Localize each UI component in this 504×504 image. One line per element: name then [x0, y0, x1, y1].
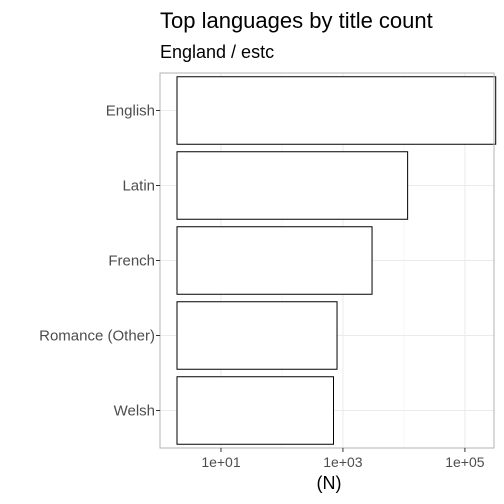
- y-tick-label: English: [106, 103, 155, 120]
- x-tick-label: 1e+03: [323, 454, 363, 470]
- y-tick-label: Latin: [122, 178, 155, 195]
- x-tick-label: 1e+05: [445, 454, 485, 470]
- y-tick-label: Romance (Other): [39, 328, 155, 345]
- bars: [176, 76, 497, 445]
- x-tick-label: 1e+01: [201, 454, 241, 470]
- chart-subtitle: England / estc: [160, 42, 274, 62]
- bar-english: [176, 76, 497, 145]
- chart-title: Top languages by title count: [160, 8, 433, 33]
- bar-welsh: [176, 376, 334, 445]
- y-axis-labels: English Latin French Romance (Other) Welsh: [39, 103, 155, 420]
- x-axis-labels: 1e+01 1e+03 1e+05: [201, 454, 484, 470]
- bar-latin: [176, 151, 409, 220]
- bar-romance-other: [176, 301, 338, 370]
- bar-french: [176, 226, 373, 295]
- y-tick-label: French: [108, 253, 155, 270]
- y-tick-label: Welsh: [114, 403, 155, 420]
- y-axis-ticks: [156, 110, 160, 411]
- x-axis-title: (N): [317, 473, 342, 493]
- x-axis-ticks: [220, 448, 466, 452]
